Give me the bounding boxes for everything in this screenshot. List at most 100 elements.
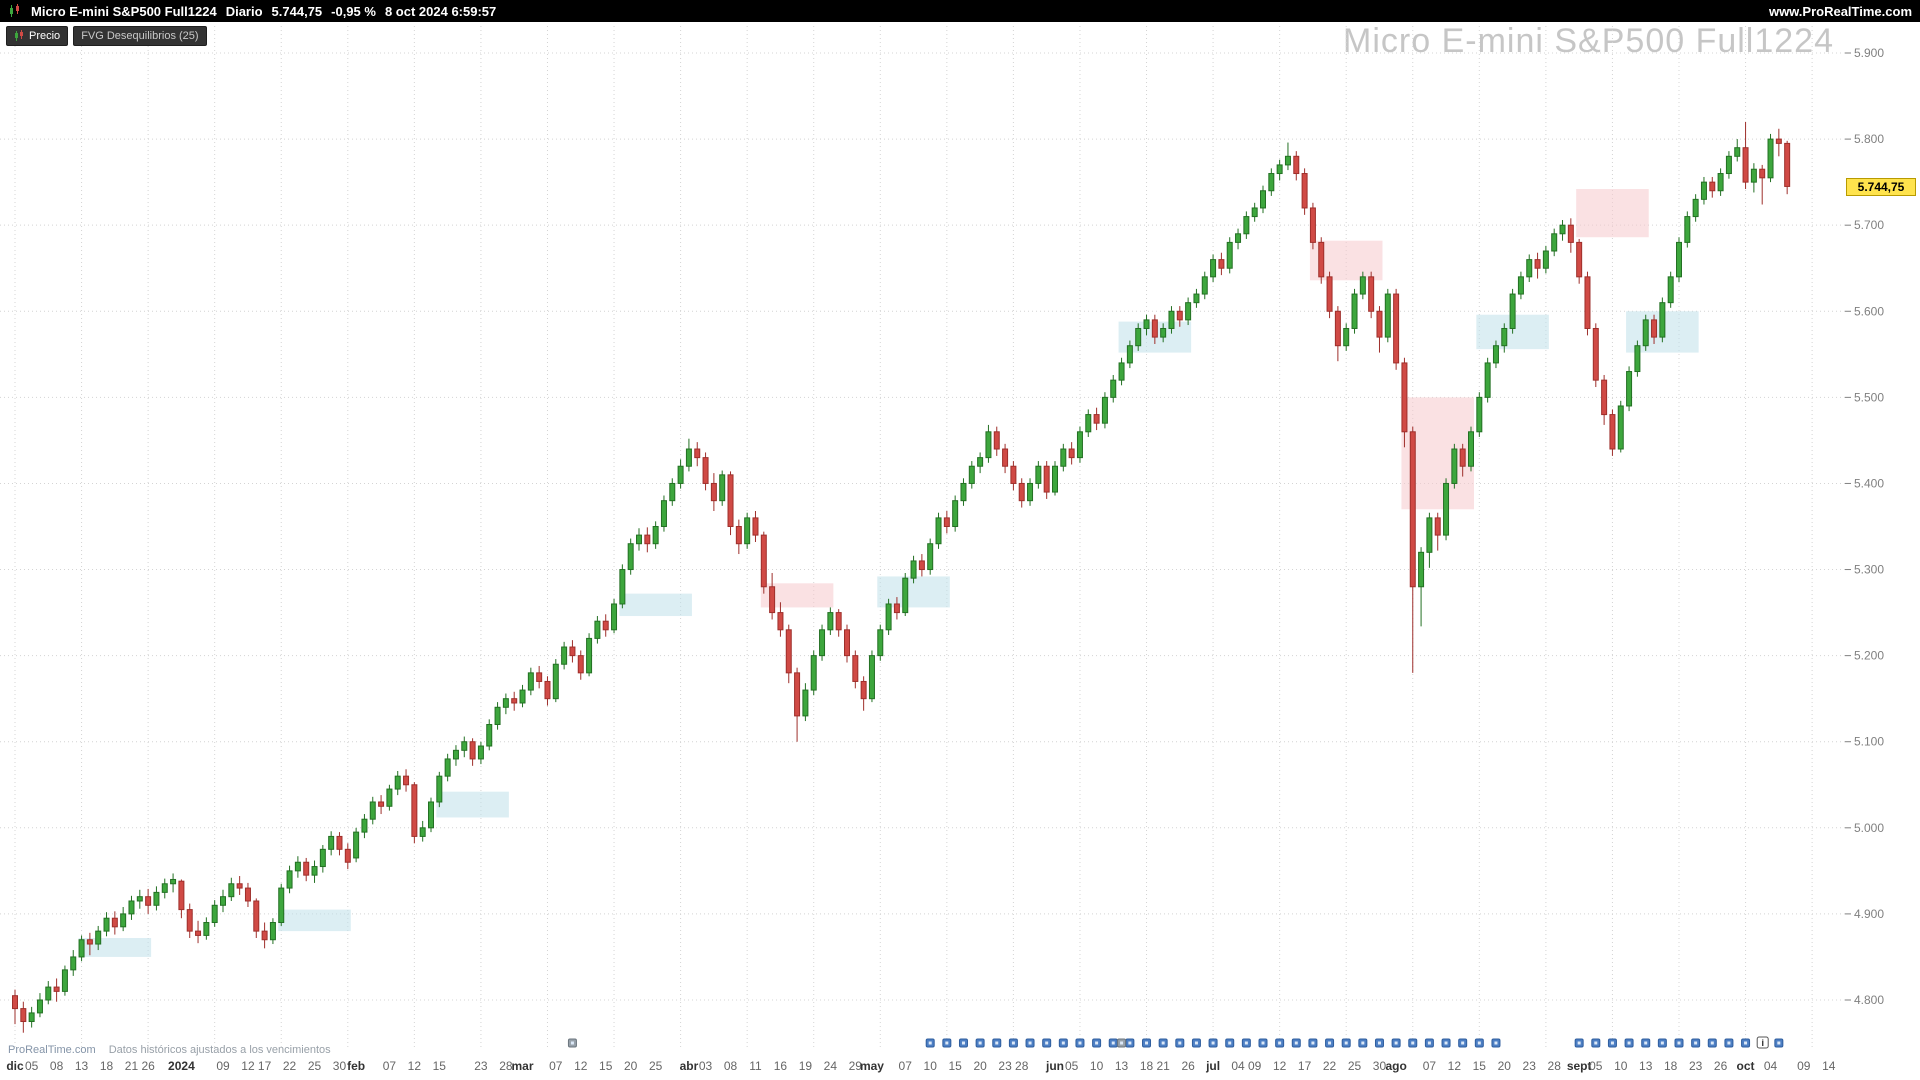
svg-text:09: 09 (1797, 1059, 1811, 1073)
economic-event-icon[interactable] (1607, 1038, 1617, 1048)
price-legend-label: Precio (29, 30, 61, 42)
economic-event-icon[interactable] (1117, 1038, 1127, 1048)
economic-event-icon[interactable] (1358, 1038, 1368, 1048)
svg-text:5.400: 5.400 (1854, 476, 1884, 490)
economic-event-icon[interactable] (1092, 1038, 1102, 1048)
economic-event-icon[interactable] (1424, 1038, 1434, 1048)
svg-text:17: 17 (258, 1059, 272, 1073)
economic-event-icon[interactable] (1591, 1038, 1601, 1048)
svg-text:10: 10 (1090, 1059, 1104, 1073)
economic-event-icon[interactable] (1491, 1038, 1501, 1048)
svg-text:28: 28 (1548, 1059, 1562, 1073)
economic-event-icon[interactable] (1191, 1038, 1201, 1048)
economic-event-icon[interactable] (1042, 1038, 1052, 1048)
prorealtime-footer-link[interactable]: ProRealTime.com (8, 1044, 96, 1056)
svg-text:20: 20 (624, 1059, 638, 1073)
title-bar: Micro E-mini S&P500 Full1224 Diario 5.74… (0, 0, 1920, 22)
economic-event-icon[interactable] (1458, 1038, 1468, 1048)
economic-event-icon[interactable] (1008, 1038, 1018, 1048)
economic-event-icon[interactable] (1624, 1038, 1634, 1048)
svg-text:12: 12 (408, 1059, 422, 1073)
svg-text:15: 15 (948, 1059, 962, 1073)
economic-event-icon[interactable] (1142, 1038, 1152, 1048)
svg-text:23: 23 (474, 1059, 488, 1073)
economic-event-icon[interactable] (975, 1038, 985, 1048)
svg-text:oct: oct (1737, 1059, 1755, 1073)
economic-event-icon[interactable] (1691, 1038, 1701, 1048)
economic-event-icon[interactable] (1341, 1038, 1351, 1048)
economic-event-icon[interactable] (992, 1038, 1002, 1048)
svg-text:12: 12 (1448, 1059, 1462, 1073)
quote-datetime: 8 oct 2024 6:59:57 (384, 3, 497, 19)
economic-event-icon[interactable] (1707, 1038, 1717, 1048)
economic-event-icon[interactable] (1774, 1038, 1784, 1048)
mini-candles-icon (15, 30, 23, 41)
economic-event-icon[interactable] (1474, 1038, 1484, 1048)
economic-event-icon[interactable] (1574, 1038, 1584, 1048)
svg-text:24: 24 (824, 1059, 838, 1073)
economic-event-icon[interactable] (1408, 1038, 1418, 1048)
economic-event-icon[interactable] (1308, 1038, 1318, 1048)
economic-event-icon[interactable] (1025, 1038, 1035, 1048)
economic-event-icon[interactable] (1657, 1038, 1667, 1048)
svg-text:26: 26 (141, 1059, 155, 1073)
economic-event-icon[interactable] (1258, 1038, 1268, 1048)
svg-text:18: 18 (1140, 1059, 1154, 1073)
economic-event-icon[interactable] (1325, 1038, 1335, 1048)
svg-text:13: 13 (1115, 1059, 1129, 1073)
economic-event-icon[interactable] (1374, 1038, 1384, 1048)
svg-text:25: 25 (649, 1059, 663, 1073)
svg-text:5.300: 5.300 (1854, 563, 1884, 577)
svg-text:30: 30 (1373, 1059, 1387, 1073)
prorealtime-link[interactable]: www.ProRealTime.com (1768, 3, 1912, 19)
economic-event-icon[interactable] (1225, 1038, 1235, 1048)
svg-text:29: 29 (849, 1059, 863, 1073)
economic-event-icon[interactable] (1158, 1038, 1168, 1048)
svg-text:16: 16 (774, 1059, 788, 1073)
economic-event-icon[interactable] (1741, 1038, 1751, 1048)
economic-event-icon[interactable] (925, 1038, 935, 1048)
economic-event-icon[interactable] (942, 1038, 952, 1048)
economic-event-icon[interactable] (1441, 1038, 1451, 1048)
economic-event-icon[interactable] (1175, 1038, 1185, 1048)
economic-event-icon[interactable] (958, 1038, 968, 1048)
economic-event-icon[interactable] (1058, 1038, 1068, 1048)
svg-text:04: 04 (1764, 1059, 1778, 1073)
svg-text:12: 12 (1273, 1059, 1287, 1073)
economic-event-icon[interactable] (1674, 1038, 1684, 1048)
candlestick-logo-icon (8, 4, 22, 18)
svg-text:05: 05 (1589, 1059, 1603, 1073)
news-info-icon[interactable]: i (1756, 1036, 1769, 1049)
svg-text:15: 15 (1473, 1059, 1487, 1073)
svg-text:ago: ago (1385, 1059, 1406, 1073)
svg-text:28: 28 (1015, 1059, 1029, 1073)
economic-event-icon[interactable] (1391, 1038, 1401, 1048)
economic-event-icon[interactable] (1641, 1038, 1651, 1048)
economic-event-icon[interactable] (1125, 1038, 1135, 1048)
economic-event-icon[interactable] (567, 1038, 577, 1048)
svg-text:5.800: 5.800 (1854, 132, 1884, 146)
price-legend-chip[interactable]: Precio (6, 26, 69, 46)
fvg-indicator-chip[interactable]: FVG Desequilibrios (25) (73, 26, 207, 46)
fvg-indicator-label: FVG Desequilibrios (25) (81, 30, 199, 42)
svg-text:05: 05 (25, 1059, 39, 1073)
svg-text:18: 18 (1664, 1059, 1678, 1073)
economic-event-icon[interactable] (1208, 1038, 1218, 1048)
svg-text:2024: 2024 (168, 1059, 195, 1073)
economic-event-icon[interactable] (1108, 1038, 1118, 1048)
chart-watermark: Micro E-mini S&P500 Full1224 (1343, 22, 1834, 60)
svg-text:5.200: 5.200 (1854, 649, 1884, 663)
economic-event-icon[interactable] (1291, 1038, 1301, 1048)
svg-text:18: 18 (100, 1059, 114, 1073)
svg-text:feb: feb (347, 1059, 365, 1073)
economic-event-icon[interactable] (1724, 1038, 1734, 1048)
svg-text:5.500: 5.500 (1854, 390, 1884, 404)
economic-event-icon[interactable] (1241, 1038, 1251, 1048)
svg-text:08: 08 (724, 1059, 738, 1073)
economic-event-icon[interactable] (1075, 1038, 1085, 1048)
svg-text:10: 10 (1614, 1059, 1628, 1073)
economic-event-icon[interactable] (1275, 1038, 1285, 1048)
svg-text:10: 10 (924, 1059, 938, 1073)
